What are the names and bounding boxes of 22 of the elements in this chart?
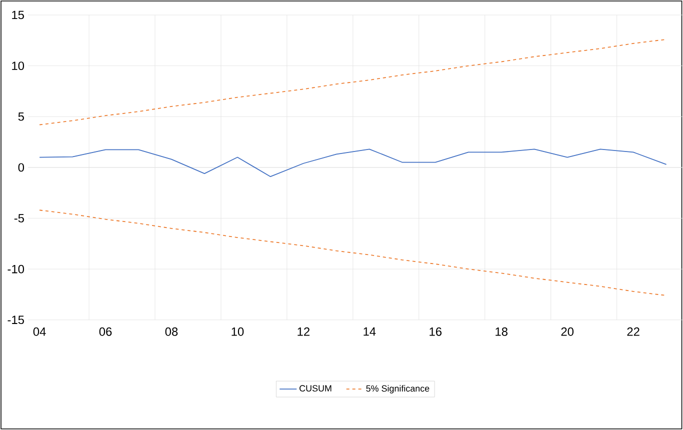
- y-tick-label: 0: [18, 163, 24, 172]
- line-series: [39, 148, 667, 178]
- legend-label: 5% Significance: [366, 385, 430, 394]
- y-tick-label: -15: [8, 316, 24, 324]
- x-tick-label: 06: [99, 327, 112, 336]
- x-tick-label: 08: [165, 327, 178, 336]
- x-tick-label: 04: [33, 327, 46, 336]
- x-tick-label: 14: [364, 327, 376, 336]
- y-tick-label: 5: [18, 112, 24, 121]
- line-series: [39, 210, 667, 296]
- x-tick-label: 10: [232, 327, 244, 336]
- x-tick-label: 22: [627, 327, 640, 336]
- y-tick-label: -5: [14, 214, 24, 222]
- x-tick-label: 16: [430, 327, 442, 336]
- y-tick-label: 15: [12, 10, 24, 20]
- x-tick-label: 20: [561, 327, 574, 336]
- legend-label: CUSUM: [300, 385, 332, 392]
- line-series: [39, 39, 667, 126]
- x-tick-label: 12: [298, 327, 310, 336]
- x-tick-label: 18: [496, 327, 508, 336]
- y-tick-label: -10: [8, 264, 24, 274]
- y-tick-label: 10: [12, 62, 24, 70]
